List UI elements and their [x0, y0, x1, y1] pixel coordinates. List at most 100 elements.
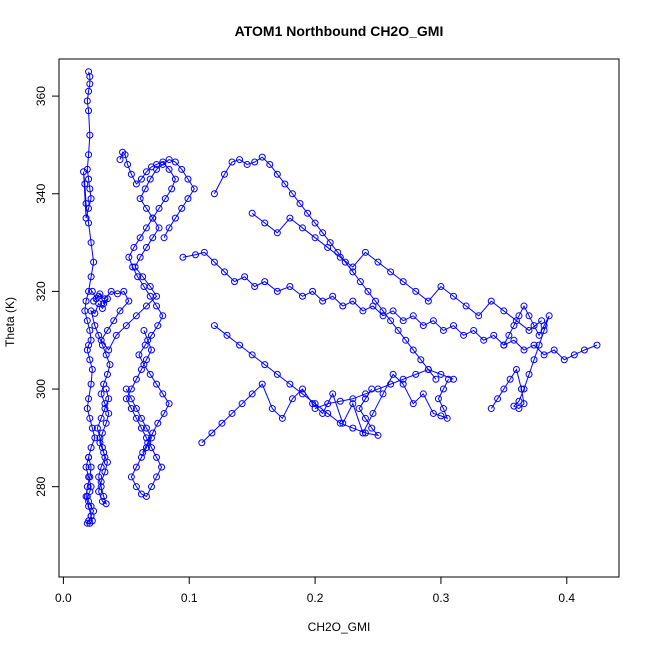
data-point [460, 331, 468, 339]
x-axis: 0.0 0.1 0.2 0.3 0.4 [55, 576, 575, 605]
data-point [122, 322, 130, 330]
data-point [112, 331, 120, 339]
data-point [198, 439, 206, 447]
data-point [560, 356, 568, 364]
data-point [241, 273, 249, 281]
data-point [154, 322, 162, 330]
data-point [87, 463, 95, 471]
data-point [102, 419, 110, 427]
data-point [136, 253, 144, 261]
data-point [165, 156, 173, 164]
data-point [530, 322, 538, 330]
data-point [153, 453, 161, 461]
data-point [141, 185, 149, 193]
data-point [87, 239, 95, 247]
data-point [165, 224, 173, 232]
series-line [213, 156, 437, 380]
data-point [88, 366, 96, 374]
data-point [309, 287, 317, 295]
data-point [97, 336, 105, 344]
data-point [142, 302, 150, 310]
data-point [412, 287, 420, 295]
data-point [106, 361, 114, 369]
data-point [299, 224, 307, 232]
data-point [535, 341, 543, 349]
data-point [545, 312, 553, 320]
data-point [132, 312, 140, 320]
data-point [158, 463, 166, 471]
data-point [570, 351, 578, 359]
y-tick-label: 340 [34, 183, 48, 203]
series-10 [210, 322, 382, 439]
data-point [146, 292, 154, 300]
data-point [311, 234, 319, 242]
data-point [95, 292, 103, 300]
series-5 [179, 248, 601, 364]
data-point [97, 483, 105, 491]
data-point [85, 151, 93, 159]
data-point [86, 414, 94, 422]
data-point [142, 168, 150, 176]
data-point [86, 356, 94, 364]
data-point [299, 390, 307, 398]
data-point [127, 473, 135, 481]
data-point [286, 214, 294, 222]
data-point [470, 326, 478, 334]
series-line [125, 330, 163, 498]
x-axis-label: CH2O_GMI [308, 620, 371, 634]
data-point [261, 219, 269, 227]
data-point [132, 463, 140, 471]
data-point [85, 502, 93, 510]
data-point [83, 483, 91, 491]
data-point [506, 375, 514, 383]
data-point [142, 492, 150, 500]
data-point [379, 390, 387, 398]
data-point [103, 370, 111, 378]
data-point [288, 190, 296, 198]
data-point [82, 297, 90, 305]
data-point [160, 234, 168, 242]
data-point [258, 380, 266, 388]
data-point [155, 224, 163, 232]
data-point [475, 312, 483, 320]
data-point [593, 341, 601, 349]
data-point [116, 307, 124, 315]
data-point [105, 395, 113, 403]
data-point [208, 429, 216, 437]
data-point [125, 253, 133, 261]
data-point [97, 414, 105, 422]
data-point [540, 326, 548, 334]
data-point [87, 444, 95, 452]
data-point [361, 429, 369, 437]
data-point [81, 180, 89, 188]
data-point [286, 283, 294, 291]
data-point [97, 463, 105, 471]
data-point [153, 473, 161, 481]
data-point [90, 258, 98, 266]
data-point [220, 170, 228, 178]
series-7 [198, 370, 452, 447]
data-point [171, 175, 179, 183]
data-point [399, 317, 407, 325]
data-point [142, 424, 150, 432]
data-point [132, 375, 140, 383]
data-point [437, 412, 445, 420]
data-point [139, 273, 147, 281]
data-point [101, 453, 109, 461]
data-point [580, 346, 588, 354]
data-point [437, 283, 445, 291]
data-point [137, 175, 145, 183]
data-point [487, 405, 495, 413]
data-point [512, 317, 520, 325]
data-point [135, 351, 143, 359]
y-axis: 280 300 320 340 360 [34, 86, 60, 497]
data-point [349, 268, 357, 276]
series-line [214, 325, 380, 437]
data-point [101, 400, 109, 408]
x-tick-label: 0.0 [55, 591, 72, 605]
data-point [154, 419, 162, 427]
data-point [530, 341, 538, 349]
data-point [286, 380, 294, 388]
data-point [210, 258, 218, 266]
